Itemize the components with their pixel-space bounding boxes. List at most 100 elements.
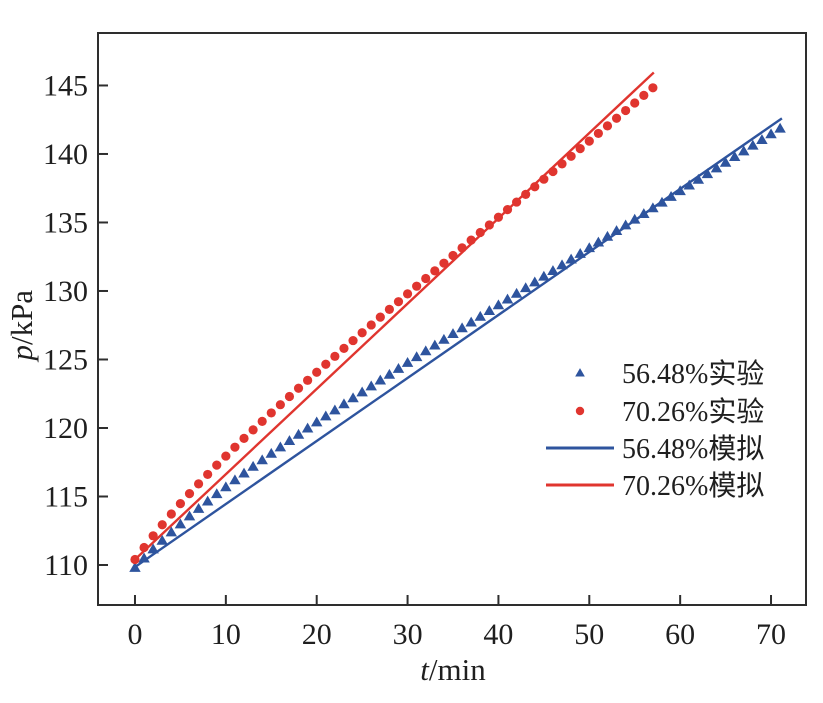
x-tick-label: 30 [393, 618, 423, 651]
circle-marker [466, 235, 476, 245]
triangle-marker [174, 518, 187, 529]
circle-marker [621, 105, 631, 116]
triangle-marker [392, 362, 405, 373]
circle-marker [193, 479, 204, 489]
y-tick-label: 135 [43, 206, 88, 239]
triangle-marker [229, 474, 241, 485]
circle-marker [248, 425, 258, 435]
triangle-marker [138, 552, 150, 563]
y-axis-label: p/kPa [4, 290, 39, 363]
circle-marker [348, 335, 358, 346]
triangle-marker [365, 380, 377, 391]
triangle-marker [629, 213, 641, 224]
y-tick-label: 120 [43, 412, 88, 445]
triangle-marker [420, 345, 432, 356]
circle-marker [275, 400, 285, 410]
circle-marker [239, 433, 249, 444]
triangle-marker [374, 374, 387, 385]
legend-entry-56.48%实验: 56.48%实验 [575, 358, 764, 390]
triangle-marker [129, 562, 141, 572]
triangle-marker [183, 510, 196, 521]
triangle-marker [301, 422, 314, 433]
circle-marker [475, 227, 485, 238]
triangle-marker [156, 534, 168, 545]
triangle-marker [310, 416, 323, 427]
triangle-marker [601, 230, 614, 241]
x-tick-label: 60 [665, 618, 695, 651]
legend-entry-70.26%模拟: 70.26%模拟 [546, 470, 764, 502]
triangle-marker [429, 339, 441, 350]
circle-marker [575, 406, 585, 416]
y-tick-label: 110 [44, 549, 88, 582]
y-tick-label: 140 [43, 138, 88, 171]
triangle-marker [738, 145, 750, 156]
legend-entry-70.26%实验: 70.26%实验 [575, 396, 764, 428]
triangle-marker [529, 276, 541, 287]
triangle-marker [719, 156, 732, 167]
triangle-marker [747, 139, 759, 150]
triangle-marker [583, 242, 596, 253]
triangle-marker [256, 454, 268, 465]
triangle-marker [774, 122, 786, 133]
y-tick-label: 130 [43, 275, 88, 308]
circle-marker [366, 320, 376, 330]
legend-label: 56.48%实验 [622, 358, 764, 390]
triangle-marker [665, 191, 677, 201]
circle-marker [548, 166, 558, 177]
circle-marker [493, 212, 504, 222]
triangle-marker [674, 185, 686, 196]
simulation-line [134, 117, 783, 569]
circle-marker [575, 144, 585, 154]
y-tick-label: 125 [43, 343, 88, 376]
triangle-marker [574, 247, 586, 258]
circle-marker [184, 489, 195, 499]
triangle-marker [610, 225, 623, 235]
x-axis: 0 10 20 30 40 50 60 70 [127, 595, 786, 651]
triangle-marker [247, 460, 259, 471]
circle-marker [484, 220, 494, 230]
triangle-marker [492, 299, 505, 310]
circle-marker [303, 375, 313, 385]
triangle-marker [538, 270, 550, 281]
triangle-marker [474, 310, 486, 321]
legend-label: 70.26%模拟 [622, 470, 764, 502]
circle-marker [557, 159, 567, 169]
triangle-marker [238, 467, 250, 478]
circle-marker [630, 98, 640, 108]
circle-marker [521, 189, 531, 199]
circle-marker [175, 499, 186, 509]
circle-marker [584, 136, 594, 146]
triangle-marker [383, 368, 396, 379]
legend: 56.48%实验 70.26%实验 56.48%模拟 70.26%模拟 [546, 358, 764, 502]
triangle-marker [438, 333, 450, 344]
circle-marker [166, 509, 176, 519]
circle-marker [212, 460, 222, 470]
triangle-marker [556, 259, 568, 270]
circle-marker [566, 151, 576, 161]
triangle-marker [701, 168, 714, 179]
triangle-marker [619, 219, 632, 230]
triangle-marker [765, 128, 777, 139]
triangle-marker [575, 368, 585, 377]
triangle-marker [465, 316, 477, 327]
circle-marker [512, 197, 522, 207]
circle-marker [339, 343, 349, 353]
circle-marker [593, 128, 603, 139]
triangle-marker [283, 435, 296, 446]
triangle-marker [647, 202, 659, 213]
circle-marker [457, 243, 467, 253]
circle-marker [430, 266, 440, 276]
circle-marker [139, 542, 149, 553]
triangle-marker [410, 351, 423, 362]
circle-marker [639, 90, 649, 100]
triangle-marker [292, 428, 305, 439]
circle-marker [312, 367, 322, 377]
circle-marker [157, 520, 167, 530]
triangle-marker [728, 151, 741, 162]
triangle-marker [265, 447, 277, 458]
triangle-marker [356, 386, 368, 397]
circle-marker [375, 312, 385, 322]
y-tick-label: 115 [44, 480, 88, 513]
